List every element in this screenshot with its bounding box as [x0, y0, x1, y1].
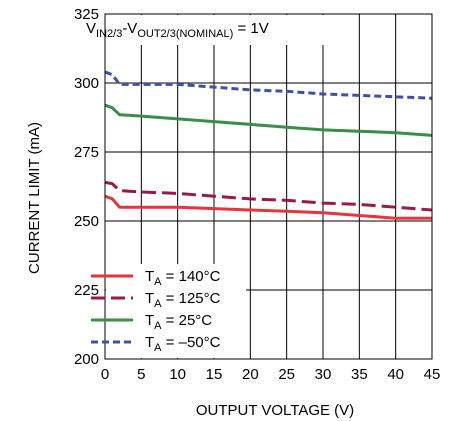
x-tick-label: 10: [169, 366, 186, 383]
series-line-0: [104, 194, 432, 220]
legend: TA = 140°CTA = 125°CTA = 25°CTA = –50°C: [91, 264, 246, 358]
series-line-2: [104, 103, 433, 137]
legend-label-2: TA = 25°C: [145, 312, 212, 332]
y-tick-label: 250: [74, 213, 99, 230]
condition-annotation: VIN2/3-VOUT2/3(NOMINAL) = 1V: [86, 20, 269, 40]
tick-labels: 0 5 10 15 20 25 30 35 40 45 200 225 250 275 300 325: [74, 6, 440, 383]
x-tick-label: 25: [278, 366, 295, 383]
series-lines: [104, 70, 433, 220]
y-axis-label: CURRENT LIMIT (mA): [26, 122, 43, 274]
x-tick-label: 0: [101, 366, 109, 383]
x-tick-label: 20: [242, 366, 259, 383]
x-tick-label: 35: [351, 366, 368, 383]
legend-label-1: TA = 125°C: [145, 290, 221, 310]
series-line-1: [104, 180, 433, 212]
annotation-background: [106, 15, 344, 45]
x-tick-label: 30: [315, 366, 332, 383]
legend-label-0: TA = 140°C: [145, 268, 221, 288]
y-tick-label: 325: [74, 6, 99, 23]
legend-label-3: TA = –50°C: [145, 334, 221, 354]
y-tick-label: 275: [74, 144, 99, 161]
y-tick-label: 300: [74, 75, 99, 92]
x-tick-label: 15: [206, 366, 223, 383]
series-line-3: [104, 70, 433, 100]
plot-frame: [104, 13, 433, 360]
x-axis-label: OUTPUT VOLTAGE (V): [196, 402, 354, 419]
x-tick-label: 5: [137, 366, 145, 383]
y-tick-label: 225: [74, 282, 99, 299]
x-tick-label: 40: [387, 366, 404, 383]
y-tick-label: 200: [74, 351, 99, 368]
x-tick-label: 45: [424, 366, 441, 383]
